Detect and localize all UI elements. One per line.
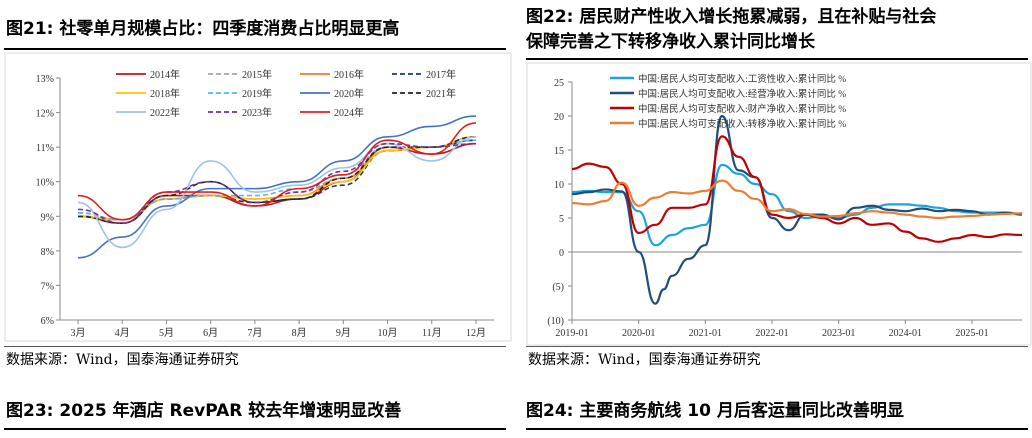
series-line-2020 — [77, 115, 477, 259]
x-tick-label-2021-01: 2021-01 — [689, 328, 722, 339]
series-line-2023 — [77, 142, 477, 225]
figure-22-title-rule — [526, 58, 1028, 60]
series-line-2021 — [77, 135, 477, 225]
y-tick-label-5: (5) — [552, 282, 564, 293]
figure-22-bottom-rule — [526, 346, 1028, 347]
y-tick-label-9: 9% — [41, 212, 54, 223]
x-tick-label-2024-01: 2024-01 — [889, 328, 922, 339]
series-line-2022 — [77, 135, 477, 249]
legend-label-2023: 2023年 — [242, 106, 272, 119]
figure-21-title: 图21: 社零单月规模占比：四季度消费占比明显更高 — [6, 19, 400, 39]
legend-label-1: 中国:居民人均可支配收入:工资性收入:累计同比 % — [638, 73, 846, 85]
y-tick-label-8: 8% — [41, 247, 54, 258]
y-tick-label-25: 25 — [554, 78, 564, 89]
x-tick-label-2019-01: 2019-01 — [555, 328, 588, 339]
y-tick-label-11: 11% — [36, 143, 54, 154]
figure-24-title: 图24: 主要商务航线 10 月后客运量同比改善明显 — [526, 401, 904, 421]
figure-21-source: 数据来源：Wind，国泰海通证券研究 — [6, 352, 239, 368]
legend-label-3: 中国:居民人均可支配收入:财产净收入:累计同比 % — [638, 103, 846, 115]
x-tick-label-2025-01: 2025-01 — [955, 328, 988, 339]
legend-label-2018: 2018年 — [150, 87, 180, 100]
chart-frame — [4, 52, 512, 342]
chart-frame — [526, 62, 1032, 346]
y-tick-label-10: (10) — [547, 316, 564, 327]
x-tick-label-4: 6月 — [203, 327, 218, 339]
x-tick-label-3: 5月 — [159, 327, 174, 339]
y-tick-label-7: 7% — [41, 281, 54, 292]
legend-label-2022: 2022年 — [150, 106, 180, 119]
legend-label-2016: 2016年 — [334, 68, 364, 81]
legend-label-2017: 2017年 — [426, 68, 456, 81]
legend-label-2014: 2014年 — [150, 68, 180, 81]
y-tick-label-15: 15 — [554, 146, 564, 157]
figure-24-title-rule — [526, 428, 1028, 430]
figure-21-bottom-rule — [4, 346, 506, 347]
x-tick-label-10: 12月 — [466, 327, 486, 339]
y-tick-label-12: 12% — [36, 109, 54, 120]
x-tick-label-2: 4月 — [115, 327, 130, 339]
y-tick-label-13: 13% — [36, 74, 54, 85]
y-tick-label-0: 0 — [559, 248, 564, 259]
figure-22-title-line1: 图22: 居民财产性收入增长拖累减弱，且在补贴与社会 — [526, 7, 937, 27]
x-tick-label-2023-01: 2023-01 — [822, 328, 855, 339]
figure-22-source: 数据来源：Wind，国泰海通证券研究 — [528, 352, 761, 368]
consumption-share-chart: 6% 7% 8% 9% 10% 11% 12% 13% 3月 4月 5月 6月 7月 8月 9月 10月 11月… — [4, 52, 512, 342]
legend-label-2021: 2021年 — [426, 87, 456, 100]
figure-23-title: 图23: 2025 年酒店 RevPAR 较去年增速明显改善 — [6, 401, 402, 421]
x-tick-label-7: 9月 — [336, 327, 351, 339]
y-tick-label-20: 20 — [554, 112, 564, 123]
figure-22: 图22: 居民财产性收入增长拖累减弱，且在补贴与社会 保障完善之下转移净收入累计… — [516, 0, 1032, 380]
legend-label-2020: 2020年 — [334, 87, 364, 100]
series-line-3 — [571, 135, 1023, 243]
y-tick-label-5: 5 — [559, 214, 564, 225]
y-tick-label-6: 6% — [41, 316, 54, 327]
figure-21: 图21: 社零单月规模占比：四季度消费占比明显更高 6% 7% 8% 9% 10% 11%… — [0, 0, 512, 380]
x-tick-label-1: 3月 — [71, 327, 86, 339]
x-tick-label-6: 8月 — [292, 327, 307, 339]
figure-23-title-rule — [4, 428, 506, 430]
series-line-2016 — [77, 135, 477, 221]
figure-21-title-rule — [4, 48, 506, 50]
series-line-2 — [571, 114, 1023, 305]
x-tick-label-9: 11月 — [422, 327, 442, 339]
x-tick-label-5: 7月 — [247, 327, 262, 339]
series-line-2018 — [77, 135, 477, 221]
x-tick-label-2020-01: 2020-01 — [622, 328, 655, 339]
income-growth-chart: (10) (5) 0 5 10 15 20 25 2019-01 2020-01 2021-01 20… — [526, 62, 1032, 346]
legend-label-2015: 2015年 — [242, 68, 272, 81]
legend-label-2024: 2024年 — [334, 106, 364, 119]
legend-label-2: 中国:居民人均可支配收入:经营净收入:累计同比 % — [638, 88, 846, 100]
x-tick-label-8: 10月 — [378, 327, 398, 339]
series-line-2014 — [77, 142, 477, 225]
y-tick-label-10: 10 — [554, 180, 564, 191]
x-tick-label-2022-01: 2022-01 — [755, 328, 788, 339]
series-line-4 — [571, 179, 1023, 220]
legend-label-2019: 2019年 — [242, 87, 272, 100]
legend-label-4: 中国:居民人均可支配收入:转移净收入:累计同比 % — [638, 118, 846, 130]
figure-22-title-line2: 保障完善之下转移净收入累计同比增长 — [526, 32, 815, 52]
y-tick-label-10: 10% — [36, 178, 54, 189]
series-line-2024 — [77, 122, 477, 221]
